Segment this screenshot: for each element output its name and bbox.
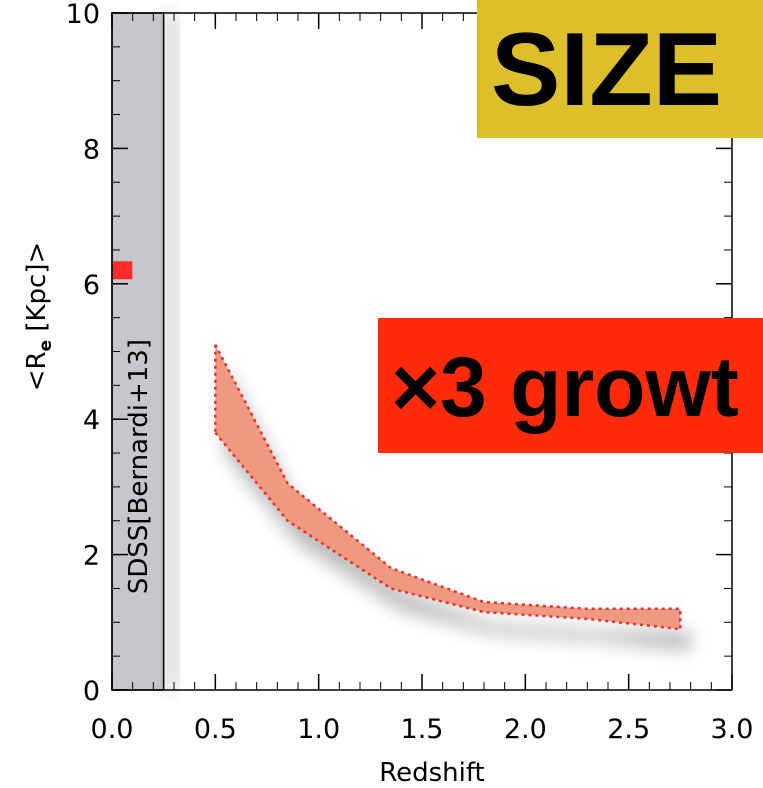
- size-banner-bg: [477, 0, 763, 138]
- growth-banner-bg: [378, 318, 763, 453]
- sdss-region-label: SDSS[Bernardi+13]: [124, 339, 154, 594]
- x-axis-title: Redshift: [379, 758, 485, 788]
- growth-banner-text: ×3 growt: [391, 340, 739, 434]
- x-tick-label: 1.5: [401, 714, 444, 745]
- x-tick-label: 0.0: [91, 714, 134, 745]
- x-tick-label: 2.0: [504, 714, 547, 745]
- y-tick-label: 6: [83, 270, 100, 301]
- y-axis-title-rest: [Kpc]>: [22, 242, 52, 340]
- band-upper-edge: [214, 344, 682, 630]
- sdss-region-shadow: [163, 13, 178, 690]
- y-tick-label: 2: [83, 541, 100, 572]
- y-tick-label: 8: [83, 134, 100, 165]
- sdss-shadow-strip: [163, 13, 178, 690]
- x-tick-label: 3.0: [711, 714, 754, 745]
- y-axis-title-main: <R: [22, 351, 52, 391]
- y-axis-title: <Re [Kpc]>: [22, 242, 56, 392]
- y-axis-title-subscript: e: [36, 340, 56, 352]
- size-banner-text: SIZE: [491, 12, 722, 128]
- sdss-region: [111, 12, 165, 691]
- x-tick-label: 2.5: [607, 714, 650, 745]
- x-tick-label: 0.5: [194, 714, 237, 745]
- x-tick-label: 1.0: [297, 714, 340, 745]
- y-tick-label: 10: [66, 0, 100, 30]
- sdss-data-point: [112, 261, 133, 280]
- y-tick-label: 4: [83, 405, 100, 436]
- x-axis: 0.0 0.5 1.0 1.5 2.0 2.5 3.0: [91, 13, 754, 745]
- y-tick-label: 0: [83, 676, 100, 707]
- band-lower-edge: [214, 344, 681, 631]
